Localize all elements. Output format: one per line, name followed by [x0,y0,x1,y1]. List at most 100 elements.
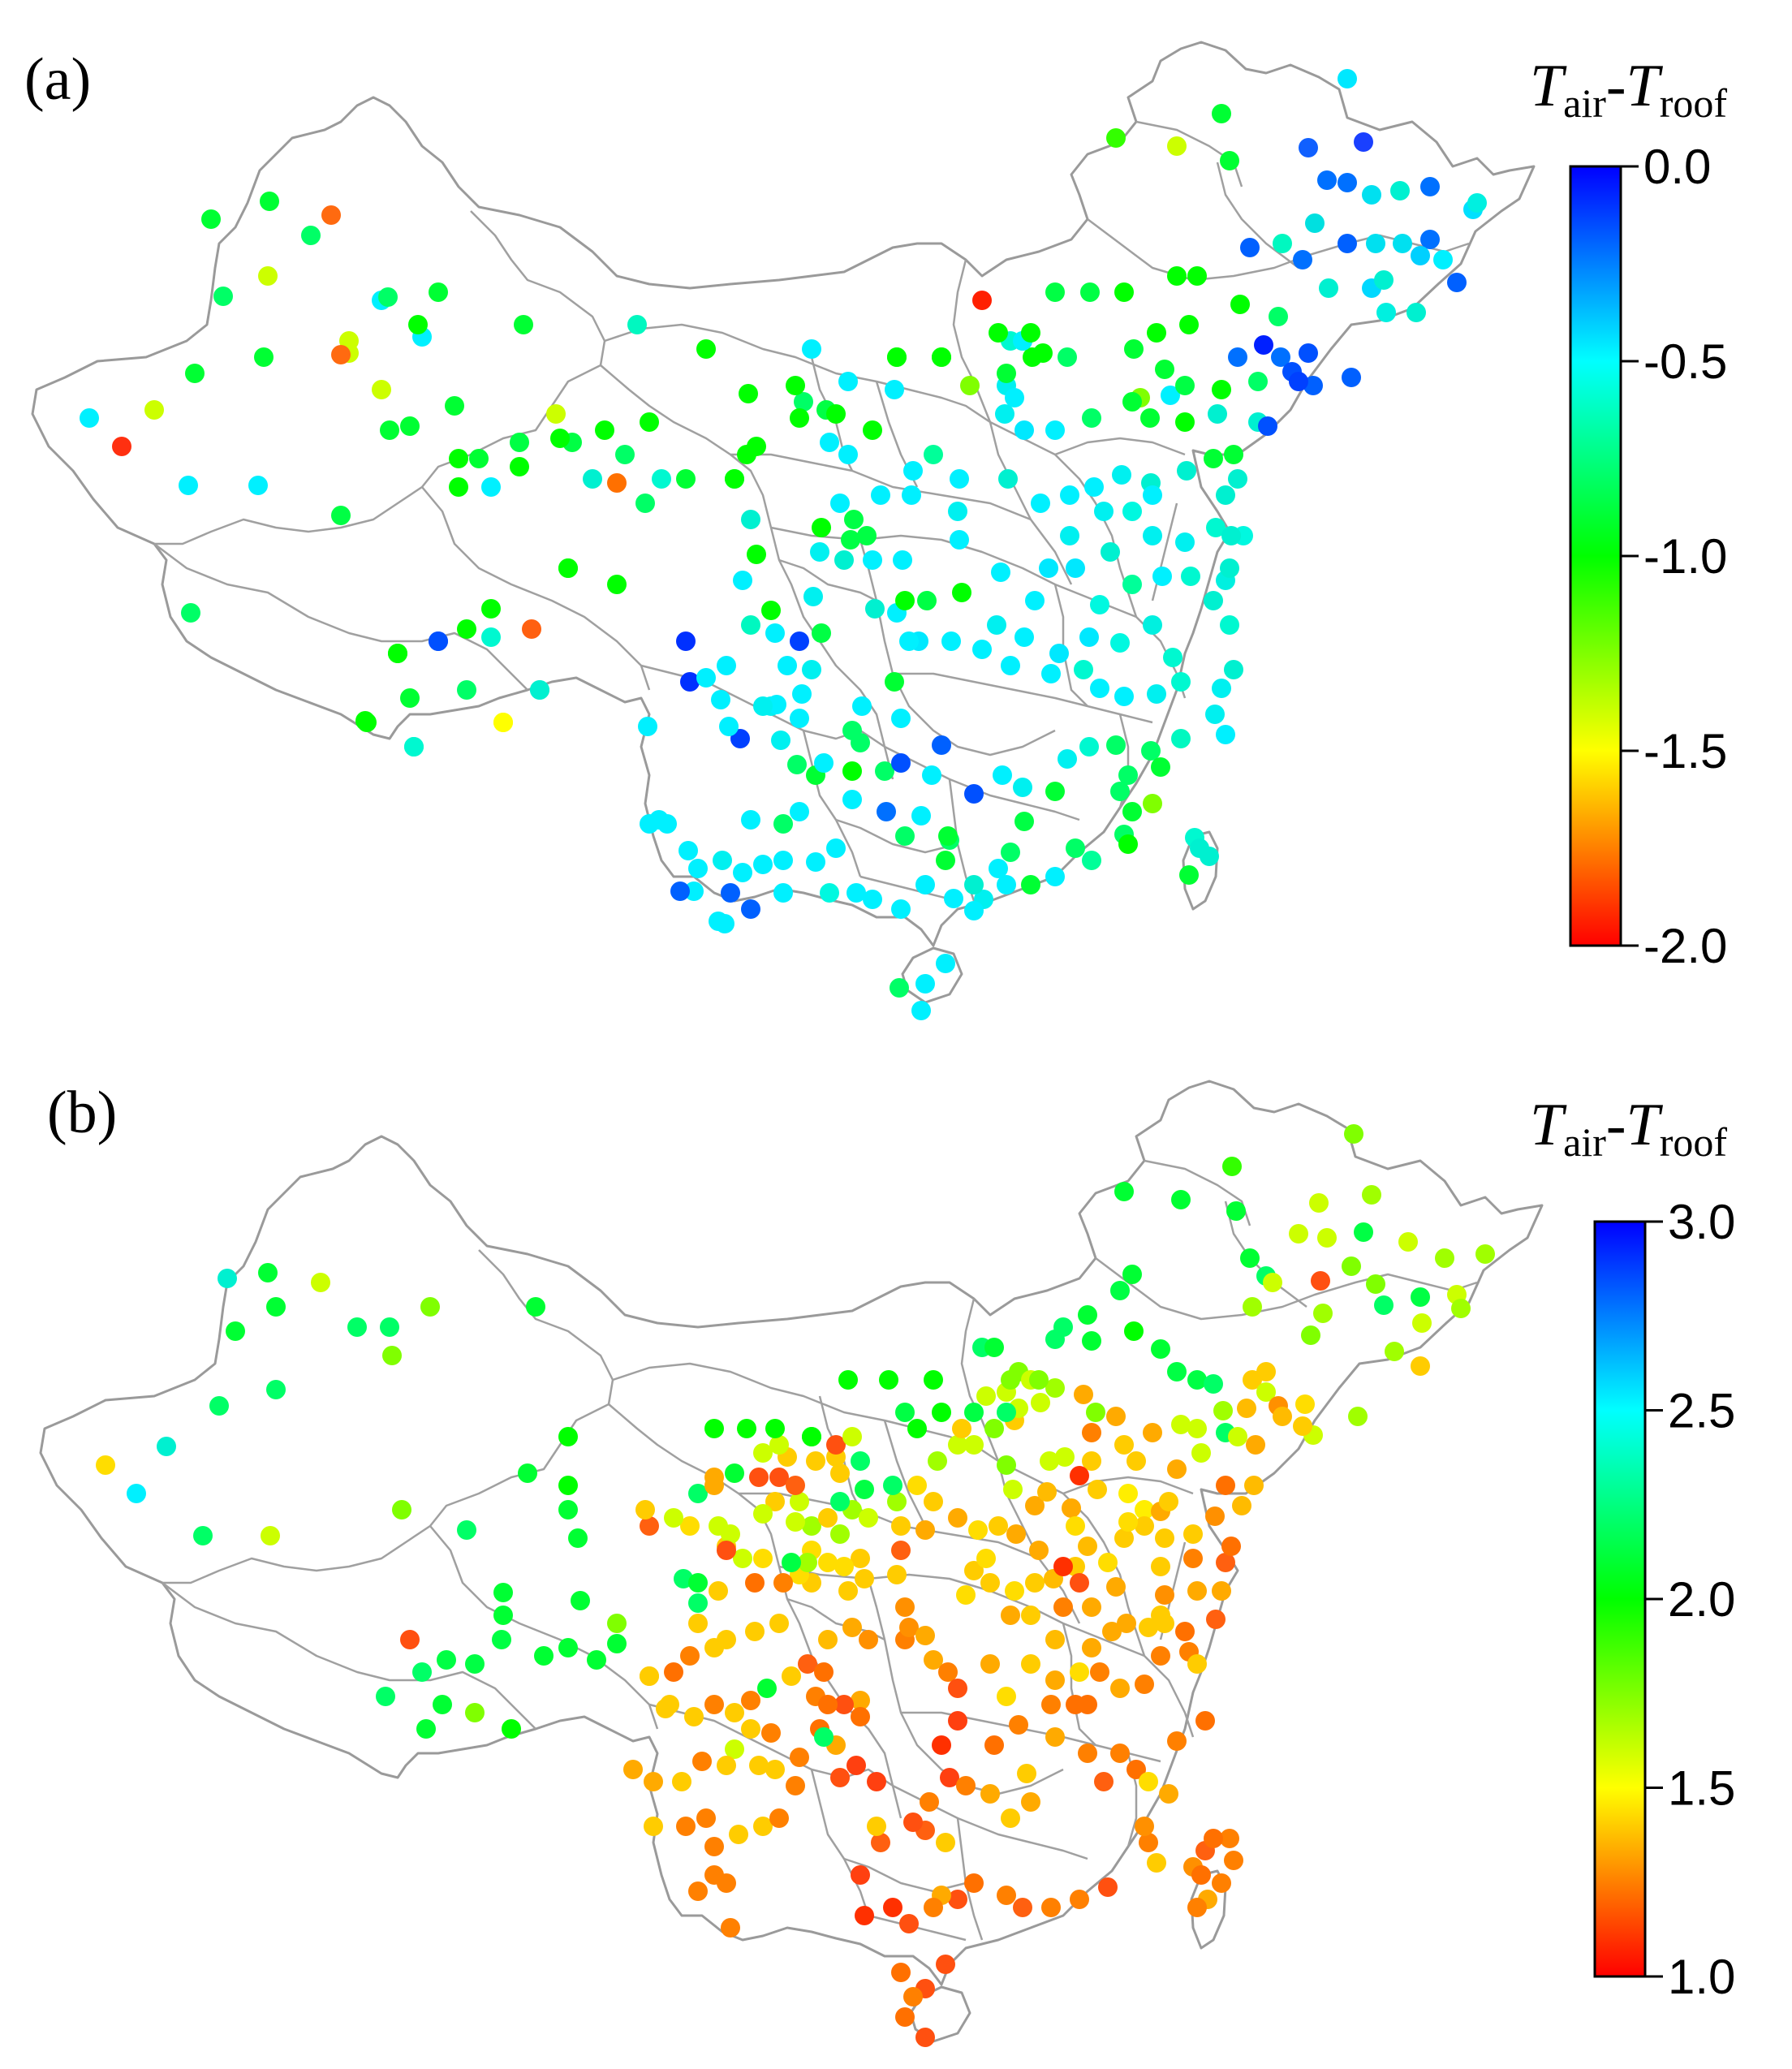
station-marker [741,899,760,919]
station-marker [1309,1193,1329,1213]
station-marker [1175,376,1195,395]
station-marker [1206,1610,1226,1629]
station-marker [761,1723,781,1743]
station-marker [989,1516,1008,1536]
station-marker [1204,591,1223,610]
station-marker [885,380,904,399]
station-marker [932,1403,951,1422]
station-marker [1045,1630,1065,1649]
station-marker [972,291,992,310]
station-marker [1031,494,1050,513]
station-marker [1293,250,1312,269]
station-marker [887,347,907,367]
station-marker [1082,1597,1101,1617]
station-marker [987,615,1006,635]
station-marker [1228,1427,1247,1446]
station-marker [1159,1784,1178,1804]
station-marker [258,266,278,286]
station-marker [989,323,1008,343]
station-marker [769,1468,789,1487]
station-marker [185,364,205,383]
station-marker [696,339,716,359]
station-marker [1066,558,1085,578]
station-marker [670,881,690,901]
station-marker [1045,420,1065,440]
station-marker [863,420,882,440]
station-marker [890,978,909,998]
station-marker [481,599,501,619]
colorbar-tick-label: -2.0 [1643,919,1727,973]
station-marker [179,476,198,495]
station-marker [1222,1157,1242,1176]
station-marker [429,282,448,302]
colorbar-tick-label: -1.5 [1643,724,1727,778]
station-marker [1062,1498,1081,1518]
station-marker [941,631,961,651]
station-marker [753,855,773,874]
station-marker [433,1695,452,1714]
station-marker [1041,1898,1061,1917]
station-marker [1155,1528,1174,1548]
station-marker [1110,633,1130,653]
station-marker [1155,1585,1174,1605]
station-marker [1006,1524,1026,1544]
station-marker [883,1898,902,1917]
station-marker [802,1516,821,1536]
station-marker [400,1630,420,1649]
station-marker [481,477,501,497]
station-marker [640,1516,659,1536]
station-marker [1240,238,1260,257]
station-marker [347,1317,367,1337]
station-marker [1009,1715,1028,1735]
station-marker [1406,303,1426,322]
station-marker [907,1476,927,1495]
station-marker [558,1427,578,1446]
station-marker [1212,679,1231,698]
station-marker [1216,1553,1235,1572]
station-marker [704,1837,724,1856]
station-marker [911,806,931,825]
station-marker [1183,1549,1203,1568]
station-marker [258,1263,278,1282]
station-marker [518,1463,537,1483]
station-marker [1122,392,1142,412]
station-marker [1151,1339,1170,1359]
station-marker [674,1569,693,1588]
station-marker [794,392,813,412]
station-marker [980,1654,1000,1674]
station-marker [357,713,377,732]
station-marker [1220,615,1239,635]
station-marker [640,1666,659,1686]
station-marker [1167,1459,1187,1479]
station-marker [917,591,937,610]
station-marker [1393,234,1412,253]
station-marker [948,1679,967,1698]
station-marker [1224,1851,1243,1870]
station-marker [1206,518,1226,537]
station-marker [1348,1407,1368,1426]
station-marker [644,1817,663,1836]
station-marker [1078,1695,1097,1714]
station-marker [948,1508,967,1528]
station-marker [1118,1484,1138,1503]
station-marker [1003,1480,1023,1499]
station-marker [260,192,279,211]
station-marker [1106,1407,1126,1426]
station-marker [1021,1606,1040,1625]
station-marker [1376,303,1396,322]
station-marker [1082,408,1101,428]
station-marker [1366,234,1385,253]
station-marker [818,1553,838,1572]
station-marker [680,1646,700,1666]
station-marker [924,1898,943,1917]
station-marker [1023,347,1042,367]
station-marker [984,1338,1004,1357]
station-marker [1319,278,1338,298]
station-marker [790,408,809,428]
station-marker [437,1650,456,1670]
station-marker [964,1403,984,1422]
station-marker [851,1691,870,1710]
station-marker [1187,266,1207,286]
station-marker [1467,193,1487,213]
station-marker [936,851,955,870]
